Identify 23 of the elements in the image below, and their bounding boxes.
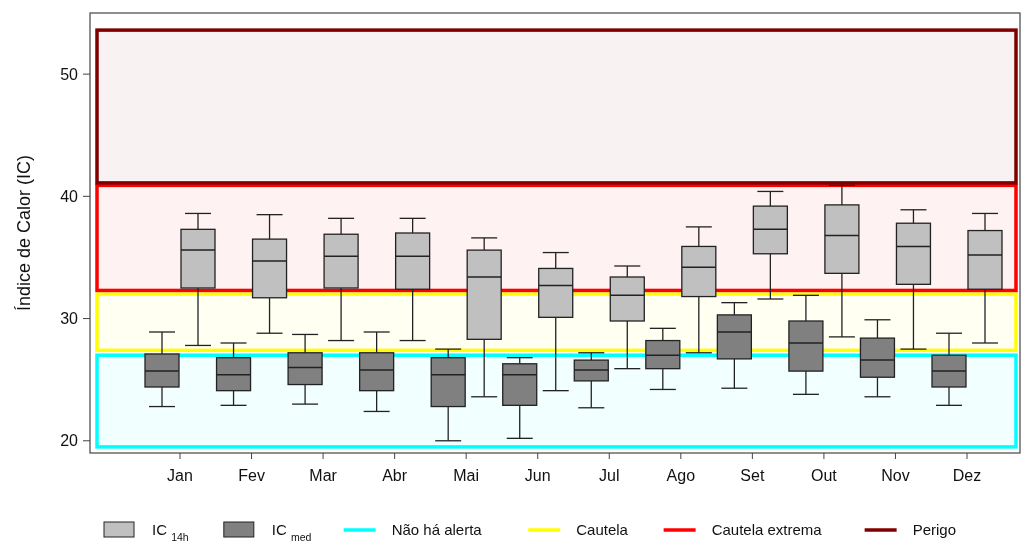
legend-label: IC $_{14h}$ xyxy=(152,521,189,542)
x-tick-label: Nov xyxy=(881,467,910,484)
y-tick-label: 50 xyxy=(60,65,79,83)
y-tick-label: 40 xyxy=(60,187,79,205)
x-tick-label: Mar xyxy=(309,467,338,484)
legend-label: IC $_{med}$ xyxy=(271,521,312,542)
x-tick-label: Jul xyxy=(599,467,620,484)
x-tick-label: Abr xyxy=(382,467,408,484)
x-tick-label: Jan xyxy=(167,467,193,484)
y-tick-label: 30 xyxy=(60,310,79,328)
x-tick-label: Dez xyxy=(952,467,982,484)
y-tick-label: 20 xyxy=(60,432,79,450)
x-tick-label: Ago xyxy=(666,467,696,484)
x-tick-label: Jun xyxy=(524,467,551,484)
x-tick-label: Fev xyxy=(238,467,265,484)
legend-label: Cautela xyxy=(576,521,629,539)
legend-label: Perigo xyxy=(912,521,956,539)
legend-label: Não há alerta xyxy=(391,521,483,539)
x-tick-label: Mai xyxy=(453,467,480,484)
x-tick-label: Set xyxy=(740,467,765,484)
y-axis-title: Índice de Calor (IC) xyxy=(14,154,34,312)
legend-label: Cautela extrema xyxy=(711,521,823,539)
x-tick-label: Out xyxy=(811,467,838,484)
